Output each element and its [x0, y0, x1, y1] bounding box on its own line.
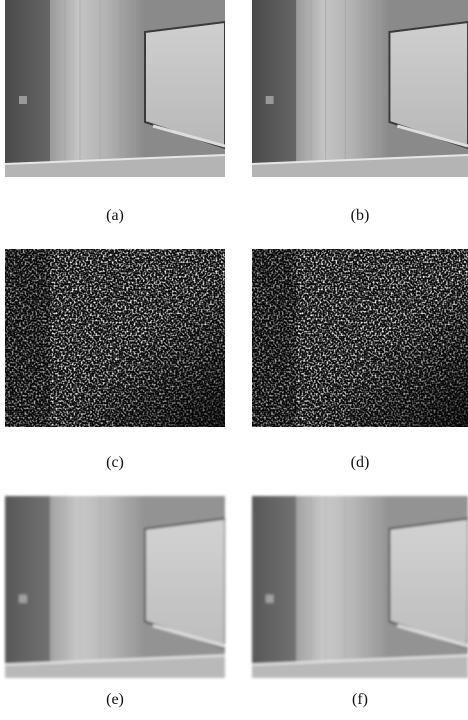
figure: (a) (b) (c) (d) (e) (f) — [0, 0, 468, 715]
caption: (c) — [106, 454, 124, 471]
caption: (d) — [351, 454, 370, 471]
caption: (a) — [106, 207, 124, 224]
page: (a) (b) (c) (d) (e) (f) (() => { const d… — [0, 0, 468, 715]
caption: (b) — [351, 207, 370, 224]
image — [5, 496, 225, 678]
caption: (f) — [352, 691, 368, 708]
image — [252, 249, 468, 427]
caption: (e) — [106, 691, 124, 708]
image — [252, 0, 468, 177]
image — [5, 0, 225, 177]
image — [5, 249, 225, 427]
image — [252, 496, 468, 678]
